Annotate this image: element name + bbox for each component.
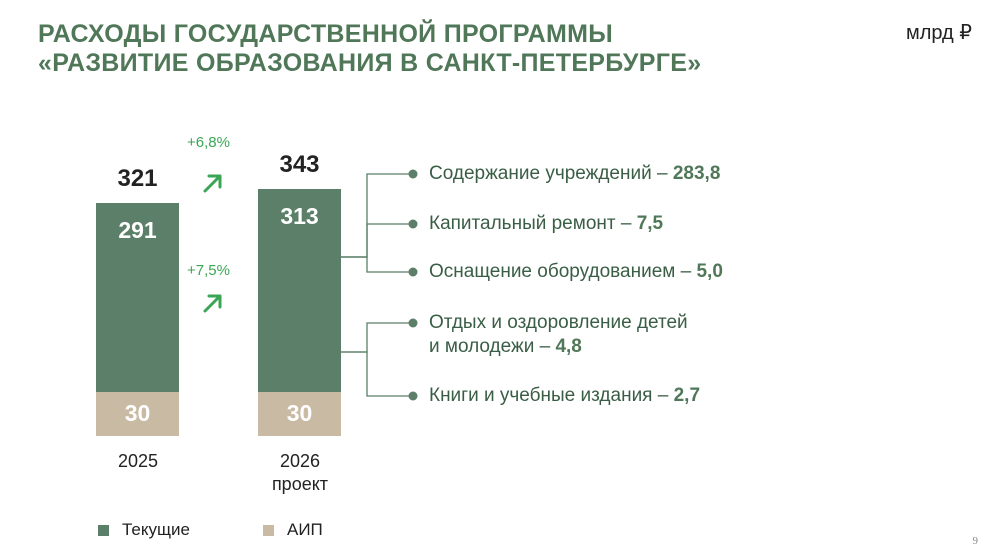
bar-current-label-2025: 291 [118, 217, 157, 244]
slide-title: РАСХОДЫ ГОСУДАРСТВЕННОЙ ПРОГРАММЫ «РАЗВИ… [38, 20, 838, 78]
breakdown-item-recreation: Отдых и оздоровление детей и молодежи – … [429, 311, 688, 359]
category-label-2026: 2026 проект [258, 450, 342, 496]
breakdown-label: Книги и учебные издания – [429, 385, 674, 406]
breakdown-value: 7,5 [636, 213, 664, 234]
breakdown-label-line1: Отдых и оздоровление детей [429, 312, 688, 333]
bullet-dot [408, 391, 418, 401]
bar-aip-label-2026: 30 [286, 400, 313, 427]
total-label-2025: 321 [117, 165, 158, 193]
breakdown-label: Капитальный ремонт – [429, 213, 637, 234]
breakdown-label: Содержание учреждений – [429, 163, 673, 184]
breakdown-item-repair: Капитальный ремонт – 7,5 [429, 212, 663, 236]
bar-aip-label-2025: 30 [124, 400, 151, 427]
breakdown-value: 5,0 [696, 261, 723, 282]
slide-title-line1: РАСХОДЫ ГОСУДАРСТВЕННОЙ ПРОГРАММЫ [38, 20, 613, 48]
breakdown-item-equipment: Оснащение оборудованием – 5,0 [429, 260, 723, 284]
bar-aip-2025: 30 [96, 391, 179, 436]
connector-line [341, 322, 412, 353]
category-label-2026-year: 2026 [279, 451, 321, 471]
breakdown-value: 4,8 [555, 336, 582, 357]
bullet-dot [408, 267, 418, 277]
bar-current-2025: 291 [96, 203, 179, 392]
legend-swatch-current [98, 524, 109, 536]
growth-current-label: +7,5% [187, 262, 230, 279]
growth-total-label: +6,8% [187, 134, 230, 151]
bar-aip-2026: 30 [258, 391, 341, 436]
connector-line [341, 351, 412, 397]
connector-line [341, 173, 412, 258]
bullet-dot [408, 219, 418, 229]
unit-label: млрд ₽ [905, 22, 972, 44]
breakdown-label-line2: и молодежи – [429, 336, 556, 357]
arrow-up-right-icon [203, 174, 222, 193]
bullet-dot [408, 318, 418, 328]
bar-current-label-2026: 313 [280, 203, 319, 230]
breakdown-item-books: Книги и учебные издания – 2,7 [429, 384, 700, 408]
arrow-up-right-icon [203, 294, 222, 313]
connector-line [341, 256, 412, 273]
breakdown-item-maintenance: Содержание учреждений – 283,8 [429, 162, 720, 186]
slide-title-line2: «РАЗВИТИЕ ОБРАЗОВАНИЯ В САНКТ-ПЕТЕРБУРГЕ… [38, 49, 702, 77]
legend-label-aip: АИП [287, 520, 323, 539]
category-label-2025: 2025 [117, 451, 159, 471]
page-number: 9 [972, 535, 979, 547]
connector-line [341, 223, 412, 258]
breakdown-label: Оснащение оборудованием – [429, 261, 697, 282]
legend-item-aip: АИП [263, 520, 323, 540]
total-label-2026: 343 [279, 151, 320, 179]
breakdown-value: 283,8 [672, 163, 721, 184]
bar-current-2026: 313 [258, 189, 341, 392]
category-label-2026-note: проект [271, 474, 329, 494]
breakdown-value: 2,7 [673, 385, 701, 406]
legend-label-current: Текущие [122, 520, 190, 539]
legend-item-current: Текущие [98, 520, 190, 540]
legend-swatch-aip [263, 524, 274, 536]
bullet-dot [408, 169, 418, 179]
